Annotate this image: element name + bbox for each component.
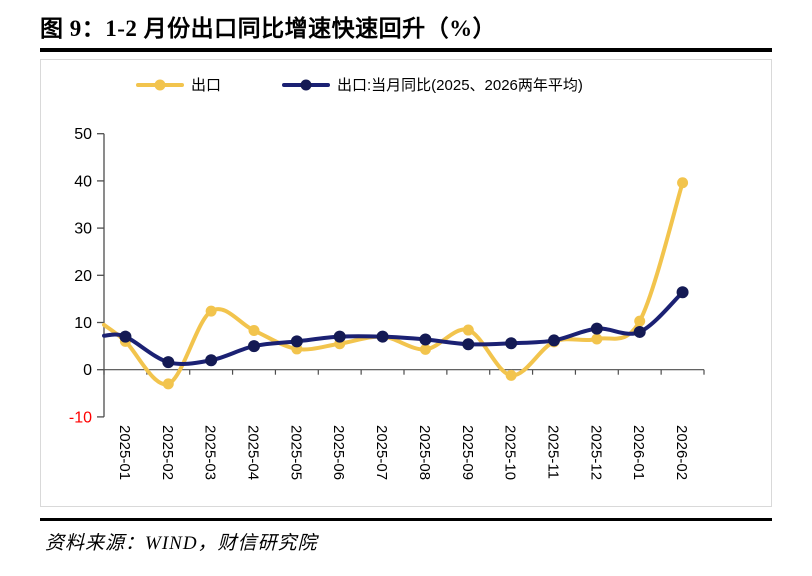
data-point-export-2025-10[interactable] bbox=[505, 369, 517, 381]
data-point-two-year-avg-2025-01[interactable] bbox=[119, 330, 132, 343]
data-point-export-2025-12[interactable] bbox=[591, 333, 603, 345]
data-point-two-year-avg-2025-11[interactable] bbox=[548, 334, 560, 347]
x-tick-label: 2026-01 bbox=[630, 425, 647, 480]
x-tick-label: 2025-02 bbox=[159, 425, 176, 480]
x-tick-label: 2025-01 bbox=[116, 425, 133, 480]
y-tick-label: 50 bbox=[74, 126, 92, 143]
data-point-two-year-avg-2025-08[interactable] bbox=[419, 333, 432, 346]
data-point-two-year-avg-2026-02[interactable] bbox=[676, 286, 689, 299]
data-point-two-year-avg-2025-04[interactable] bbox=[248, 340, 260, 353]
y-tick-label: 40 bbox=[74, 173, 92, 190]
x-tick-label: 2025-11 bbox=[545, 425, 562, 479]
x-tick-label: 2025-10 bbox=[502, 425, 519, 480]
legend-label-export: 出口 bbox=[191, 76, 222, 94]
footer-divider bbox=[40, 518, 772, 522]
page-title: 图 9：1-2 月份出口同比增速快速回升（%） bbox=[40, 16, 497, 41]
x-tick-label: 2025-03 bbox=[202, 425, 219, 480]
data-point-two-year-avg-2025-03[interactable] bbox=[205, 354, 218, 367]
data-point-two-year-avg-2025-09[interactable] bbox=[462, 338, 475, 351]
data-point-export-2026-01[interactable] bbox=[634, 315, 646, 327]
data-point-export-2025-08[interactable] bbox=[419, 343, 431, 355]
data-point-export-2025-02[interactable] bbox=[162, 378, 174, 390]
y-tick-label: 0 bbox=[83, 362, 92, 379]
data-point-export-2025-04[interactable] bbox=[248, 325, 260, 337]
data-point-two-year-avg-2025-06[interactable] bbox=[333, 330, 346, 343]
data-point-export-2025-09[interactable] bbox=[462, 324, 474, 336]
x-tick-label: 2025-08 bbox=[416, 425, 433, 480]
x-tick-label: 2025-09 bbox=[459, 425, 476, 480]
chart-container: 50 40 30 20 10 0 -10 2025-01 2025-02 2025-03 2025-… bbox=[40, 59, 772, 508]
export-marker-icon bbox=[154, 79, 166, 91]
x-tick-label: 2025-05 bbox=[287, 425, 304, 480]
x-tick-label: 2026-02 bbox=[673, 425, 690, 480]
source-note: 资料来源：WIND，财信研究院 bbox=[45, 533, 318, 555]
y-tick-label: 10 bbox=[74, 315, 92, 332]
export-line-sample bbox=[136, 79, 184, 91]
data-point-two-year-avg-2025-07[interactable] bbox=[376, 330, 389, 343]
data-point-two-year-avg-2025-12[interactable] bbox=[590, 322, 603, 335]
legend-item-two-year-avg[interactable]: 出口:当月同比(2025、2026两年平均) bbox=[282, 73, 583, 97]
data-point-two-year-avg-2026-01[interactable] bbox=[633, 325, 646, 338]
data-point-export-2025-03[interactable] bbox=[205, 305, 217, 317]
data-point-export-2026-02[interactable] bbox=[677, 177, 689, 189]
data-point-two-year-avg-2025-05[interactable] bbox=[290, 335, 303, 348]
data-point-two-year-avg-2025-10[interactable] bbox=[505, 337, 518, 350]
legend-item-export[interactable]: 出口 bbox=[136, 73, 221, 97]
plot-svg: 50 40 30 20 10 0 -10 2025-01 2025-02 2025-03 2025-… bbox=[69, 126, 705, 480]
y-tick-label: -10 bbox=[69, 409, 92, 426]
x-tick-label: 2025-07 bbox=[373, 425, 390, 480]
two-year-avg-marker-icon bbox=[300, 79, 312, 91]
data-point-two-year-avg-2025-02[interactable] bbox=[162, 356, 175, 369]
y-tick-label: 30 bbox=[74, 221, 92, 238]
two-year-avg-line-sample bbox=[282, 79, 330, 91]
series-line-export bbox=[102, 180, 685, 387]
x-tick-label: 2025-06 bbox=[330, 425, 347, 480]
legend-label-two-year-avg: 出口:当月同比(2025、2026两年平均) bbox=[337, 76, 583, 94]
x-tick-label: 2025-12 bbox=[587, 425, 604, 480]
title-divider bbox=[40, 48, 772, 53]
x-tick-label: 2025-04 bbox=[245, 425, 262, 480]
y-tick-label: 20 bbox=[74, 268, 92, 285]
